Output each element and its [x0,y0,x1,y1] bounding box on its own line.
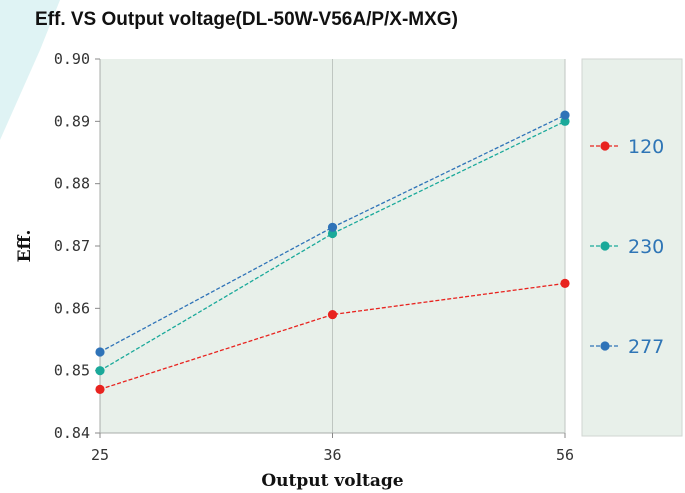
x-tick-label: 56 [556,446,574,464]
legend-label-230: 230 [628,236,664,258]
series-layer [95,110,570,394]
x-axis-title: Output voltage [261,471,403,491]
decorative-wedge [0,0,60,140]
data-point-230 [95,366,105,376]
legend-marker-230 [600,241,610,251]
legend: 120 230 277 [581,58,683,437]
y-tick-label: 0.84 [54,424,90,442]
x-tick-label: 36 [323,446,341,464]
series-line-277 [99,114,566,353]
y-axis-title: Eff. [15,230,35,263]
y-tick-label: 0.90 [54,50,90,68]
data-point-120 [95,384,105,394]
data-point-277 [560,110,570,120]
data-point-120 [327,309,338,320]
legend-marker-120 [600,141,610,151]
x-tick-label: 25 [91,446,109,464]
legend-label-120: 120 [628,136,664,158]
y-tick-label: 0.86 [54,299,90,317]
y-tick-label: 0.85 [54,362,90,380]
data-point-277 [95,347,105,357]
chart-title: Eff. VS Output voltage(DL-50W-V56A/P/X-M… [35,9,458,30]
y-tick-label: 0.89 [54,112,90,130]
legend-box [581,58,683,437]
legend-label-277: 277 [628,336,664,358]
series-line-120 [99,282,566,390]
data-point-120 [560,278,570,288]
data-point-277 [327,222,338,232]
legend-marker-277 [600,341,610,351]
y-tick-label: 0.88 [54,175,90,193]
axes: 0.84 0.85 0.86 0.87 0.88 0.89 0.90 25 36 56 [54,50,574,464]
y-tick-label: 0.87 [54,237,90,255]
